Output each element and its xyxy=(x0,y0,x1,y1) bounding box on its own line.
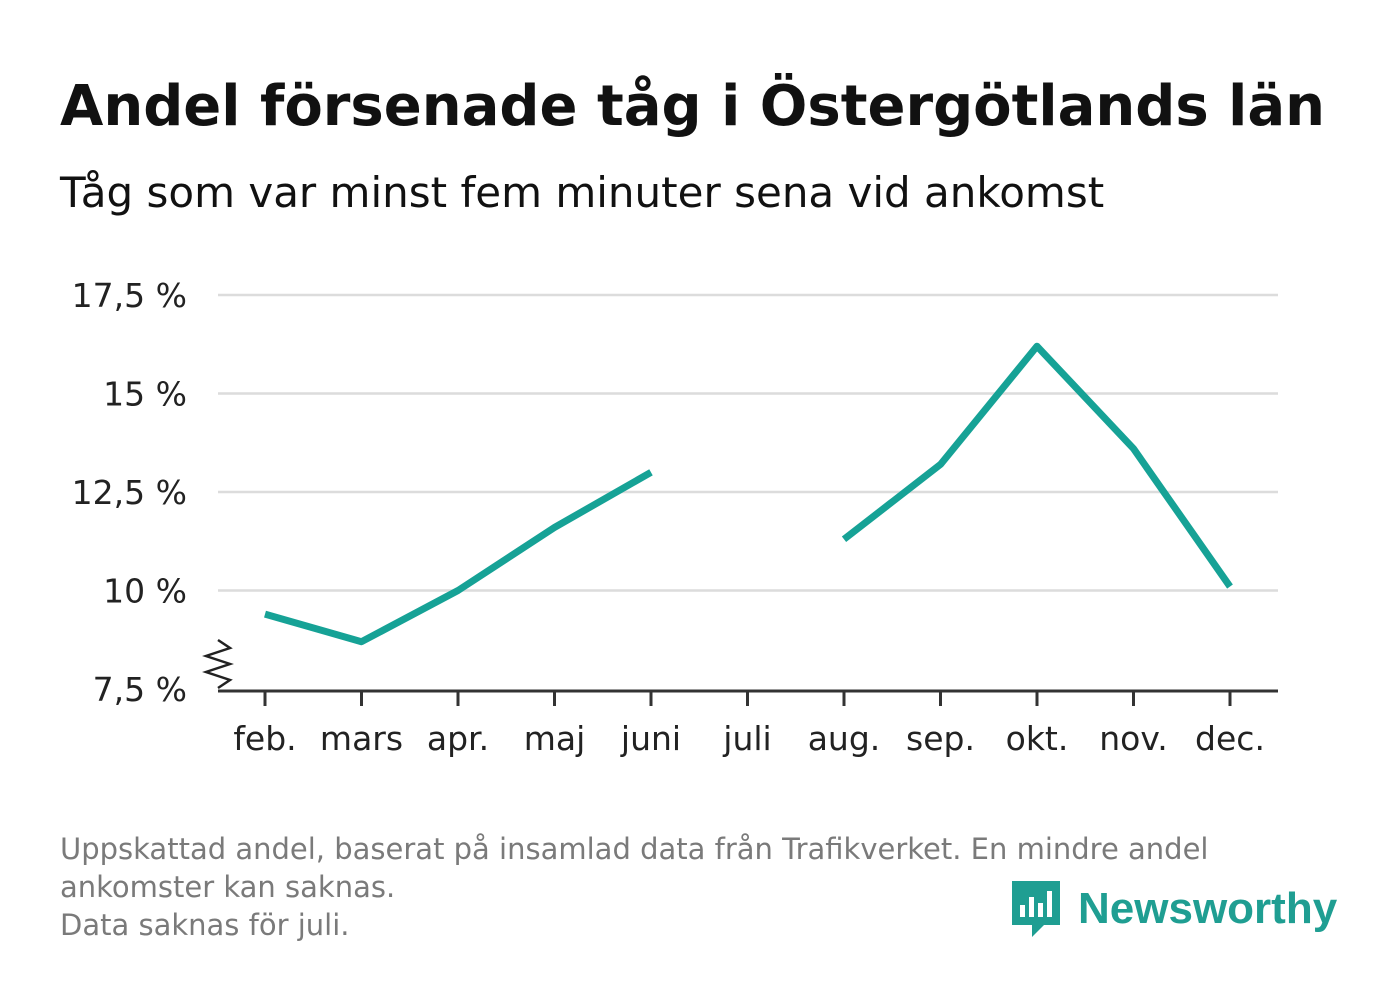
footnote: Uppskattad andel, baserat på insamlad da… xyxy=(60,830,1320,944)
brand-logo: Newsworthy xyxy=(1010,878,1337,940)
x-axis-ticks: feb. mars apr. maj juni juli aug. sep. okt. nov. d… xyxy=(233,691,1265,758)
x-tick-label: sep. xyxy=(906,719,975,758)
x-tick-label: apr. xyxy=(427,719,489,758)
x-tick-label: feb. xyxy=(233,719,296,758)
series-line-segment xyxy=(841,342,1233,589)
x-tick-label: juli xyxy=(722,719,771,758)
y-tick-label: 15 % xyxy=(103,375,187,414)
brand-name: Newsworthy xyxy=(1078,884,1338,933)
footnote-line-1: Uppskattad andel, baserat på insamlad da… xyxy=(60,832,1209,904)
y-axis-ticks: 7,5 % 10 % 12,5 % 15 % 17,5 % xyxy=(72,276,187,709)
x-tick-label: okt. xyxy=(1006,719,1069,758)
newsworthy-logo-icon xyxy=(1012,881,1060,937)
x-tick-label: juni xyxy=(620,719,681,758)
gridlines xyxy=(218,293,1278,592)
y-tick-label: 7,5 % xyxy=(93,670,187,709)
y-tick-label: 12,5 % xyxy=(72,473,187,512)
x-tick-label: nov. xyxy=(1099,719,1168,758)
x-tick-label: maj xyxy=(524,719,586,758)
series-line-segment xyxy=(264,469,653,646)
chart-subtitle: Tåg som var minst fem minuter sena vid a… xyxy=(60,168,1105,217)
y-axis-break-mark xyxy=(202,638,234,690)
axis-break-zigzag xyxy=(202,638,234,690)
x-tick-label: aug. xyxy=(808,719,881,758)
x-tick-label: mars xyxy=(320,719,403,758)
footnote-line-2: Data saknas för juli. xyxy=(60,908,350,942)
chart-title: Andel försenade tåg i Östergötlands län xyxy=(60,74,1326,139)
y-tick-label: 10 % xyxy=(103,572,187,611)
y-tick-label: 17,5 % xyxy=(72,276,187,315)
x-tick-label: dec. xyxy=(1195,719,1265,758)
series-lines xyxy=(264,342,1233,646)
